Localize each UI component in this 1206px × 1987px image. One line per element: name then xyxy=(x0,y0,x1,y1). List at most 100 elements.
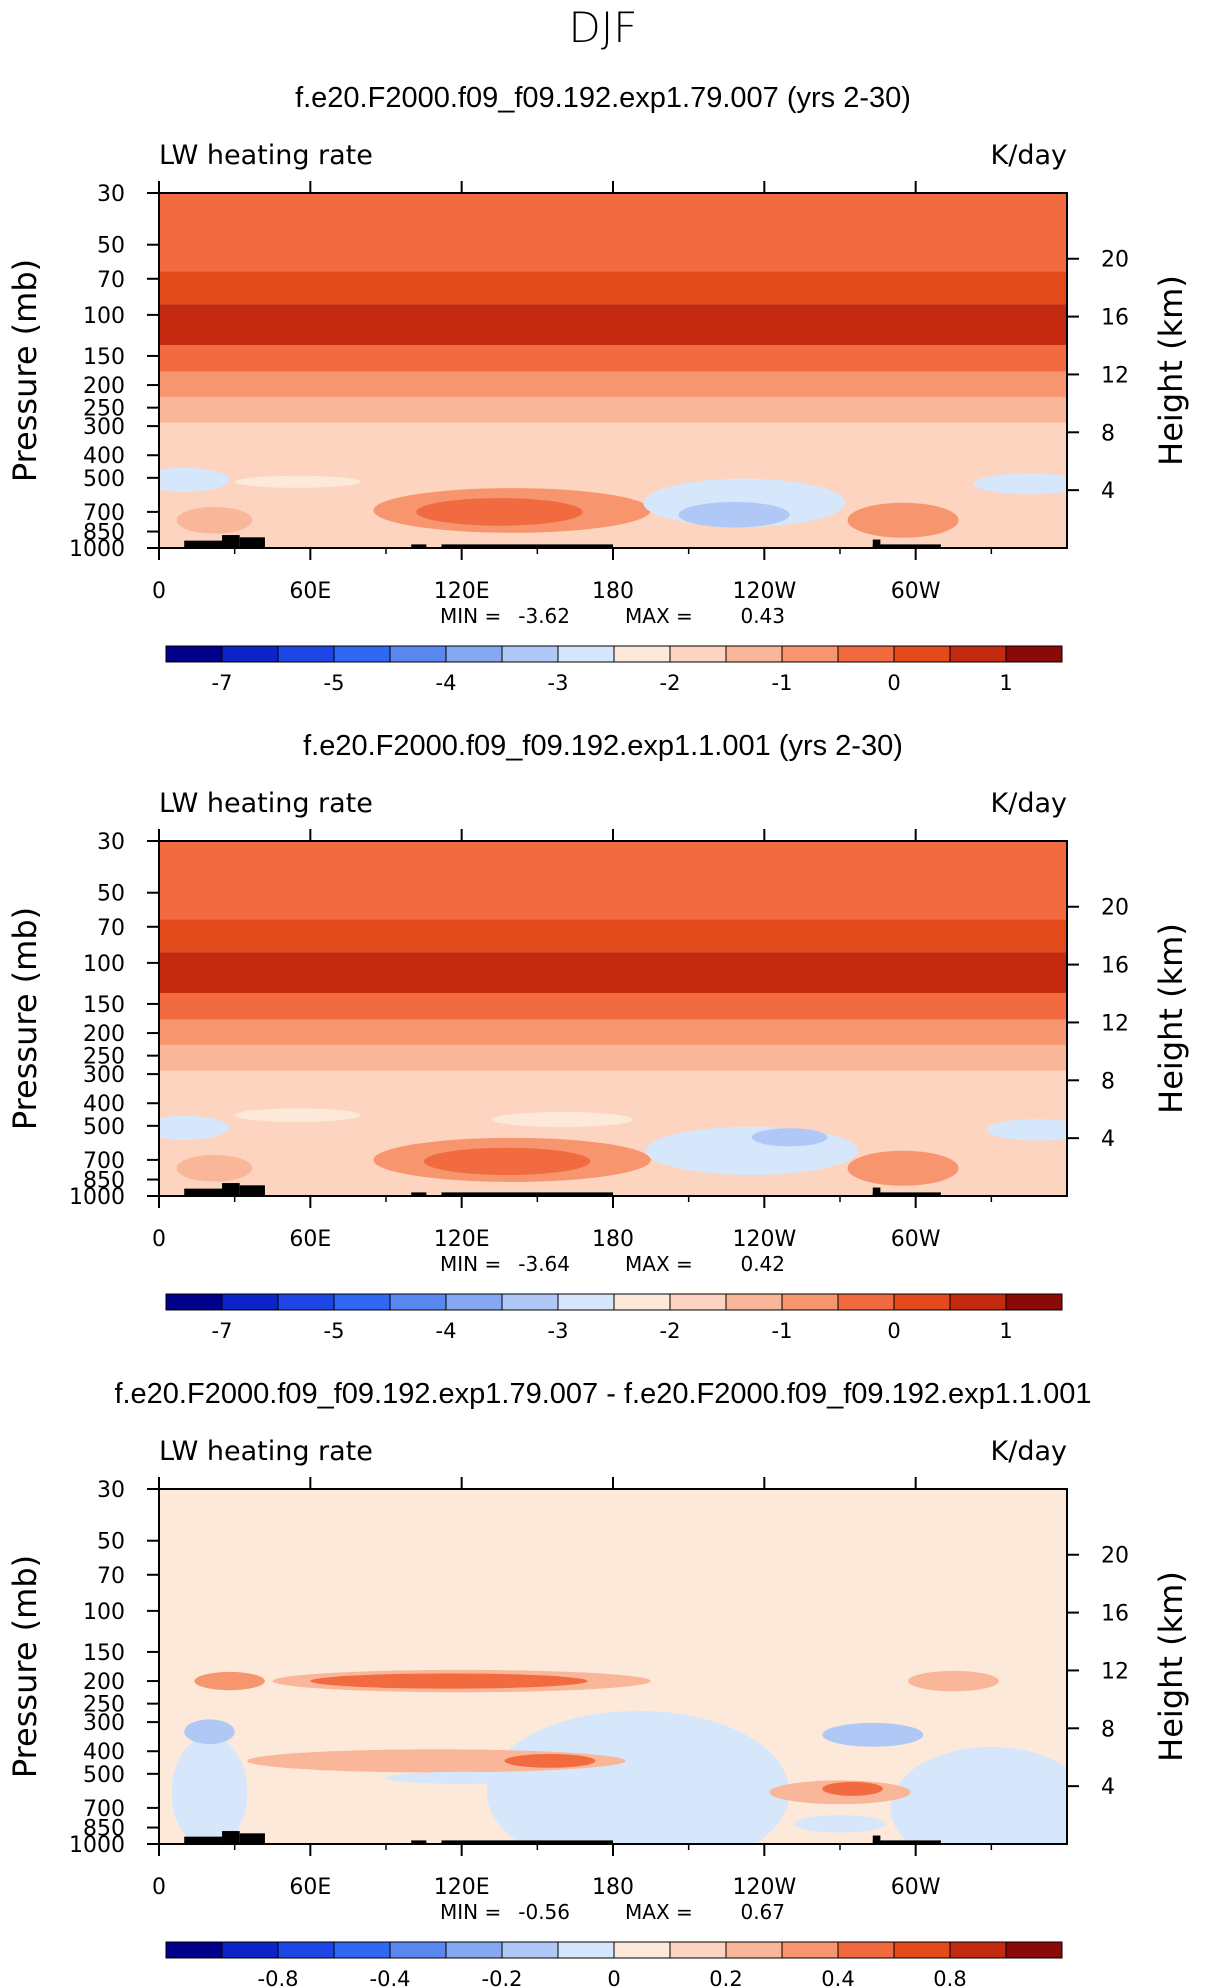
colorbar-box xyxy=(165,1293,223,1311)
colorbar-label: -3 xyxy=(548,1319,569,1343)
y-tick-label: 1000 xyxy=(69,1185,125,1210)
contour-field xyxy=(159,841,1067,1196)
colorbar-box xyxy=(221,1293,279,1311)
contour-band xyxy=(159,271,1067,305)
land-mask xyxy=(184,1836,223,1844)
y-axis-label: Pressure (mb) xyxy=(6,259,44,482)
y-tick-label: 50 xyxy=(97,882,125,907)
colorbar-label: -0.4 xyxy=(370,1967,411,1987)
colorbar-label: 0.2 xyxy=(709,1967,742,1987)
x-tick-label: 60E xyxy=(289,579,331,604)
height-tick-label: 8 xyxy=(1101,421,1115,446)
min-value: -3.64 xyxy=(518,1252,570,1276)
y-tick-label: 200 xyxy=(83,1670,125,1695)
y-tick-label: 300 xyxy=(83,1063,125,1088)
colorbar-box xyxy=(613,645,671,663)
contour-region xyxy=(416,498,583,526)
y-tick-label: 500 xyxy=(83,1115,125,1140)
contour-band xyxy=(159,345,1067,372)
min-label: MIN = xyxy=(440,604,501,628)
panel-left-label: LW heating rate xyxy=(159,1436,373,1467)
x-tick-label: 120E xyxy=(434,1227,490,1252)
colorbar-box xyxy=(893,1293,951,1311)
height-tick-label: 20 xyxy=(1101,248,1129,273)
y-tick-label: 850 xyxy=(83,521,125,546)
y-tick-label: 30 xyxy=(97,830,125,855)
contour-region xyxy=(908,1670,999,1692)
contour-region xyxy=(794,1815,886,1833)
colorbar-box xyxy=(165,645,223,663)
colorbar-box xyxy=(445,1941,503,1959)
contour-field xyxy=(159,193,1067,548)
colorbar-box xyxy=(165,1941,223,1959)
panel-units-label: K/day xyxy=(991,788,1067,819)
y-tick-label: 700 xyxy=(83,501,125,526)
colorbar-box xyxy=(781,1293,839,1311)
contour-region xyxy=(310,1673,588,1689)
colorbar-box xyxy=(333,645,391,663)
height-tick-label: 12 xyxy=(1101,363,1129,388)
colorbar-box xyxy=(445,1293,503,1311)
colorbar-box xyxy=(333,1293,391,1311)
colorbar-label: 0 xyxy=(887,671,900,695)
colorbar-box xyxy=(669,1293,727,1311)
colorbar-box xyxy=(669,1941,727,1959)
y-tick-label: 250 xyxy=(83,1045,125,1070)
colorbar-label: -1 xyxy=(772,671,793,695)
colorbar-box xyxy=(389,1293,447,1311)
land-mask xyxy=(239,537,265,548)
x-tick-label: 60E xyxy=(289,1227,331,1252)
y-tick-label: 70 xyxy=(97,916,125,941)
colorbar-box xyxy=(221,1941,279,1959)
contour-region xyxy=(194,1671,265,1691)
colorbar-label: -7 xyxy=(212,671,233,695)
land-mask xyxy=(872,1840,941,1844)
x-tick-label: 120E xyxy=(434,579,490,604)
height-tick-label: 8 xyxy=(1101,1069,1115,1094)
panel-1: f.e20.F2000.f09_f09.192.exp1.79.007 (yrs… xyxy=(6,82,1190,695)
land-mask xyxy=(222,535,240,548)
colorbar-box xyxy=(781,645,839,663)
x-tick-label: 0 xyxy=(152,1227,166,1252)
colorbar-label: -2 xyxy=(660,671,681,695)
height-tick-label: 12 xyxy=(1101,1011,1129,1036)
colorbar-box xyxy=(613,1293,671,1311)
colorbar-box xyxy=(1005,645,1063,663)
x-tick-label: 60W xyxy=(891,1875,941,1900)
colorbar-box xyxy=(557,645,615,663)
contour-region xyxy=(822,1722,924,1747)
y-tick-label: 400 xyxy=(83,1740,125,1765)
min-value: -3.62 xyxy=(518,604,570,628)
contour-region xyxy=(678,502,790,528)
land-mask xyxy=(441,1840,613,1844)
y-tick-label: 200 xyxy=(83,374,125,399)
x-tick-label: 180 xyxy=(592,579,634,604)
max-label: MAX = xyxy=(625,1252,693,1276)
colorbar-label: -5 xyxy=(324,1319,345,1343)
colorbar-box xyxy=(949,645,1007,663)
max-value: 0.67 xyxy=(740,1900,785,1924)
height-tick-label: 8 xyxy=(1101,1717,1115,1742)
colorbar-box xyxy=(669,645,727,663)
contour-band xyxy=(159,304,1067,346)
colorbar-label: -3 xyxy=(548,671,569,695)
colorbar-label: -5 xyxy=(324,671,345,695)
colorbar-box xyxy=(557,1293,615,1311)
y-tick-label: 700 xyxy=(83,1797,125,1822)
height-axis-label: Height (km) xyxy=(1152,275,1190,466)
panel-left-label: LW heating rate xyxy=(159,788,373,819)
height-tick-label: 16 xyxy=(1101,1602,1129,1627)
height-tick-label: 4 xyxy=(1101,479,1115,504)
contour-region xyxy=(386,1771,538,1784)
colorbar-box xyxy=(277,1941,335,1959)
contour-region xyxy=(973,473,1067,495)
land-mask xyxy=(441,1192,613,1196)
contour-band xyxy=(159,1044,1067,1071)
colorbar-box xyxy=(221,645,279,663)
height-tick-label: 20 xyxy=(1101,1544,1129,1569)
min-value: -0.56 xyxy=(518,1900,570,1924)
height-tick-label: 20 xyxy=(1101,896,1129,921)
x-tick-label: 180 xyxy=(592,1875,634,1900)
land-mask xyxy=(411,1840,427,1844)
